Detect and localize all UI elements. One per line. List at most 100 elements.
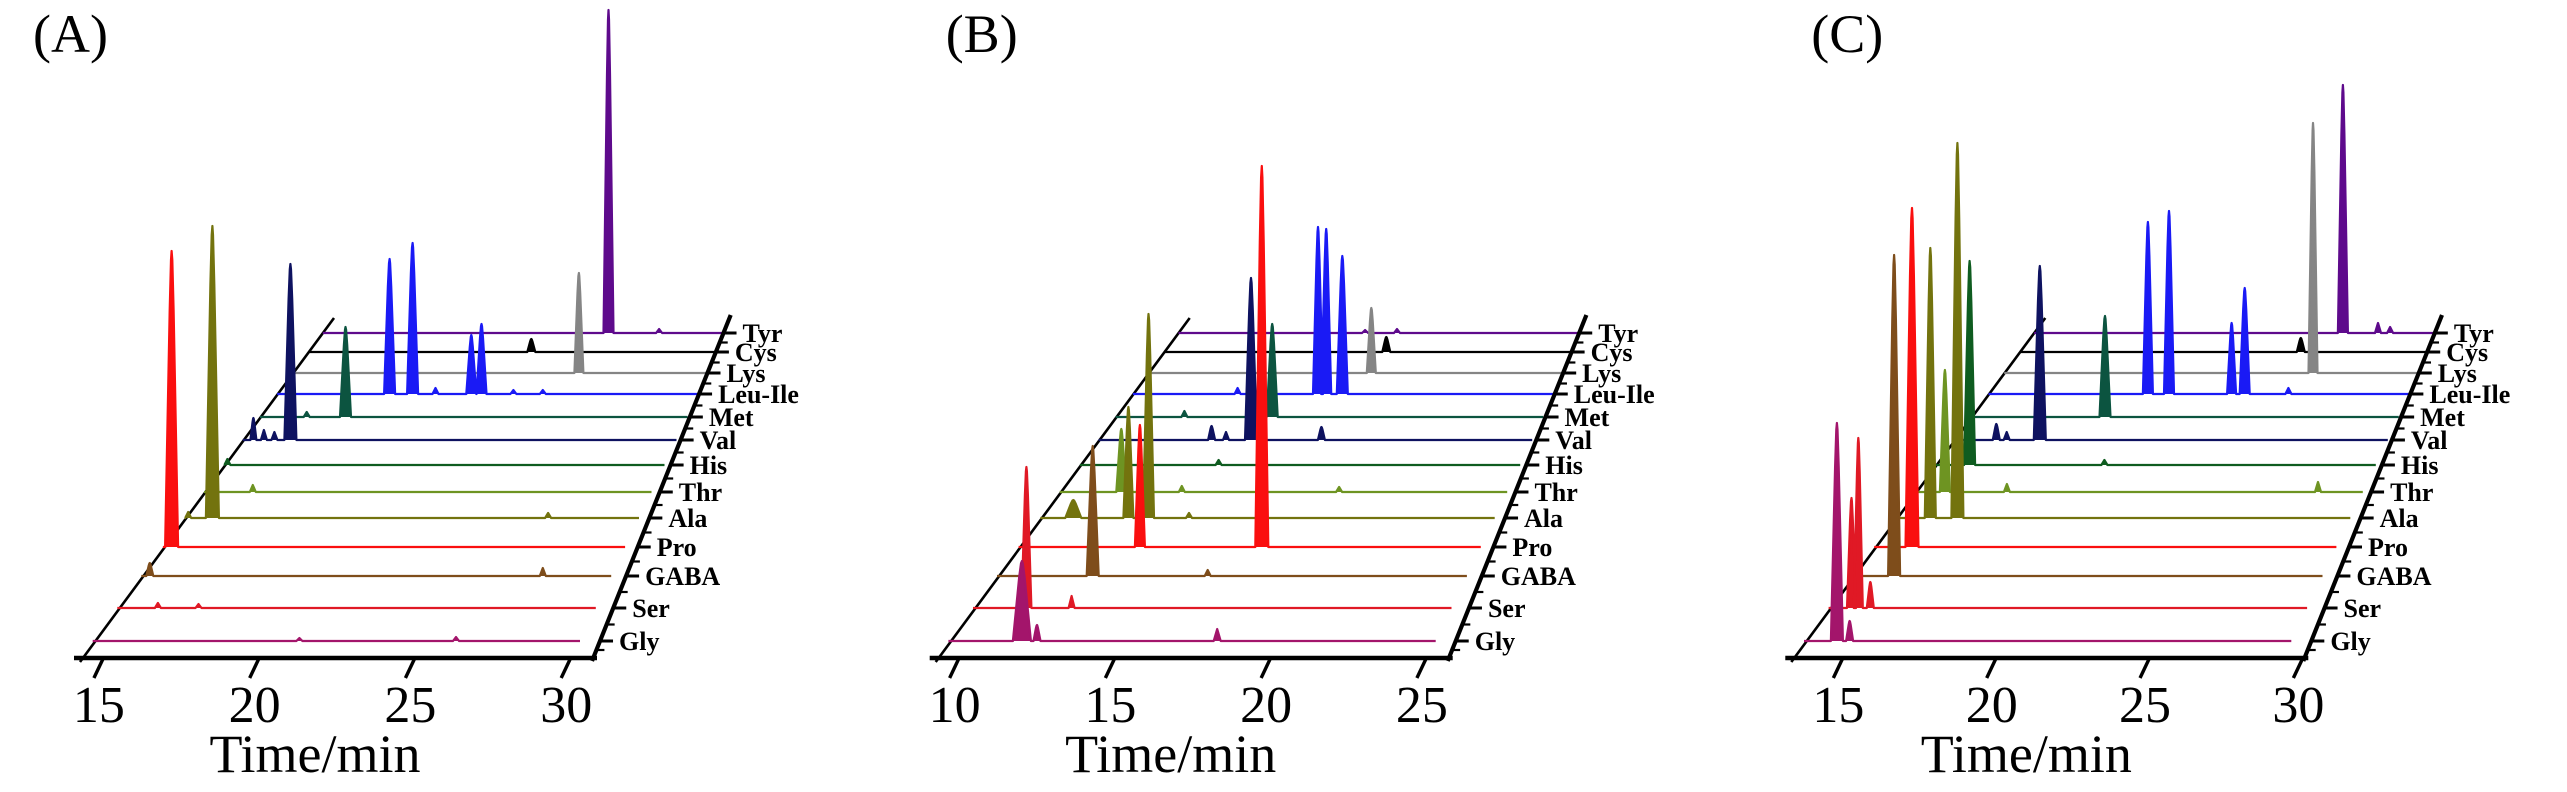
row-label-Lys: Lys — [726, 359, 765, 388]
row-label-GABA: GABA — [645, 562, 720, 591]
row-label-Tyr: Tyr — [2454, 319, 2494, 348]
trace-His — [1935, 259, 2376, 467]
row-label-Ala: Ala — [668, 504, 707, 533]
row-label-Tyr: Tyr — [743, 319, 783, 348]
row-label-Pro: Pro — [2368, 533, 2408, 562]
row-label-His: His — [1545, 451, 1583, 480]
trace-Ser — [973, 465, 1452, 610]
trace-Cys — [1164, 335, 1575, 354]
trace-Ala — [1040, 312, 1495, 520]
trace-Ala — [184, 224, 639, 520]
panel-letter-C: (C) — [1811, 4, 1883, 64]
row-label-Tyr: Tyr — [1598, 319, 1638, 348]
trace-Tyr — [322, 8, 728, 335]
row-label-Val: Val — [1555, 426, 1592, 455]
row-label-Ser: Ser — [1488, 594, 1526, 623]
row-label-Thr: Thr — [679, 478, 722, 507]
trace-Thr — [1915, 368, 2363, 494]
row-label-GABA: GABA — [2356, 562, 2431, 591]
trace-GABA — [997, 444, 1467, 578]
row-label-His: His — [2401, 451, 2439, 480]
trace-Cys — [2019, 336, 2431, 354]
x-axis-title: Time/min — [209, 724, 420, 784]
trace-His — [1079, 458, 1521, 467]
trace-Ser — [1828, 436, 2308, 610]
row-label-Ser: Ser — [2344, 594, 2382, 623]
trace-His — [223, 457, 665, 467]
time-tick-label-25: 25 — [384, 677, 436, 734]
trace-GABA — [141, 561, 612, 578]
row-label-Leu-Ile: Leu-Ile — [1574, 380, 1655, 409]
trace-Met — [260, 325, 688, 419]
trace-Gly — [92, 635, 580, 643]
time-tick-label-10: 10 — [929, 677, 981, 734]
row-label-Leu-Ile: Leu-Ile — [718, 380, 799, 409]
trace-Ala — [1895, 141, 2351, 520]
row-label-Ala: Ala — [2380, 504, 2419, 533]
x-axis-title: Time/min — [1921, 724, 2132, 784]
trace-Tyr — [1178, 327, 1584, 335]
row-label-Thr: Thr — [1534, 478, 1577, 507]
time-tick-30 — [559, 658, 572, 679]
row-label-Pro: Pro — [1512, 533, 1552, 562]
panel-A: Gly Ser GABAProAlaThrHisValMetLeu-IleLysCy… — [33, 4, 799, 784]
row-label-Met: Met — [1565, 403, 1610, 432]
row-label-Gly: Gly — [1475, 627, 1515, 656]
trace-Val — [1098, 276, 1533, 442]
panel-letter-B: (B) — [946, 4, 1018, 64]
panel-B: Gly Ser GABAProAlaThrHisValMetLeu-IleLysCy… — [929, 4, 1655, 784]
time-tick-25 — [1415, 658, 1428, 679]
time-tick-25 — [403, 658, 416, 679]
time-tick-label-30: 30 — [2272, 677, 2324, 734]
trace-Tyr — [2034, 83, 2440, 335]
time-tick-label-25: 25 — [1396, 677, 1448, 734]
trace-GABA — [1852, 253, 2323, 578]
time-tick-label-25: 25 — [2119, 677, 2171, 734]
trace-Gly — [1804, 421, 2292, 643]
row-label-Ser: Ser — [632, 594, 670, 623]
time-tick-15 — [92, 658, 105, 679]
trace-Lys — [2004, 121, 2420, 375]
time-tick-20 — [248, 658, 261, 679]
time-tick-20 — [1985, 658, 1998, 679]
time-tick-15 — [1831, 658, 1844, 679]
trace-Pro — [1018, 164, 1481, 549]
trace-Lys — [1148, 306, 1565, 375]
trace-Leu-Ile — [277, 241, 699, 396]
time-tick-label-15: 15 — [1812, 677, 1864, 734]
trace-Pro — [162, 249, 626, 549]
row-label-Val: Val — [700, 426, 737, 455]
trace-Gly — [948, 559, 1436, 643]
trace-Pro — [1874, 206, 2337, 549]
row-label-Met: Met — [709, 403, 754, 432]
time-tick-20 — [1259, 658, 1272, 679]
time-tick-10 — [948, 658, 961, 679]
time-tick-label-15: 15 — [73, 677, 125, 734]
row-label-Pro: Pro — [657, 533, 697, 562]
row-label-Lys: Lys — [1582, 359, 1621, 388]
x-axis-title: Time/min — [1065, 724, 1276, 784]
time-tick-15 — [1103, 658, 1116, 679]
trace-Leu-Ile — [1132, 225, 1555, 396]
row-label-Met: Met — [2420, 403, 2465, 432]
time-tick-25 — [2138, 658, 2151, 679]
panel-C: Gly Ser GABAProAlaThrHisValMetLeu-IleLysCy… — [1785, 4, 2510, 784]
trace-Val — [1954, 264, 2388, 442]
trace-Leu-Ile — [1988, 209, 2410, 396]
time-tick-label-20: 20 — [1966, 677, 2018, 734]
trace-Lys — [292, 271, 709, 375]
panel-letter-A: (A) — [33, 4, 108, 64]
row-label-Cys: Cys — [2446, 338, 2488, 367]
row-label-His: His — [690, 451, 728, 480]
row-label-Gly: Gly — [2330, 627, 2370, 656]
trace-Val — [242, 262, 677, 442]
time-tick-label-15: 15 — [1084, 677, 1136, 734]
row-label-GABA: GABA — [1501, 562, 1576, 591]
row-label-Cys: Cys — [735, 338, 777, 367]
time-tick-label-20: 20 — [229, 677, 281, 734]
row-label-Gly: Gly — [619, 627, 659, 656]
row-label-Thr: Thr — [2390, 478, 2433, 507]
trace-Thr — [204, 483, 652, 494]
time-tick-label-30: 30 — [540, 677, 592, 734]
